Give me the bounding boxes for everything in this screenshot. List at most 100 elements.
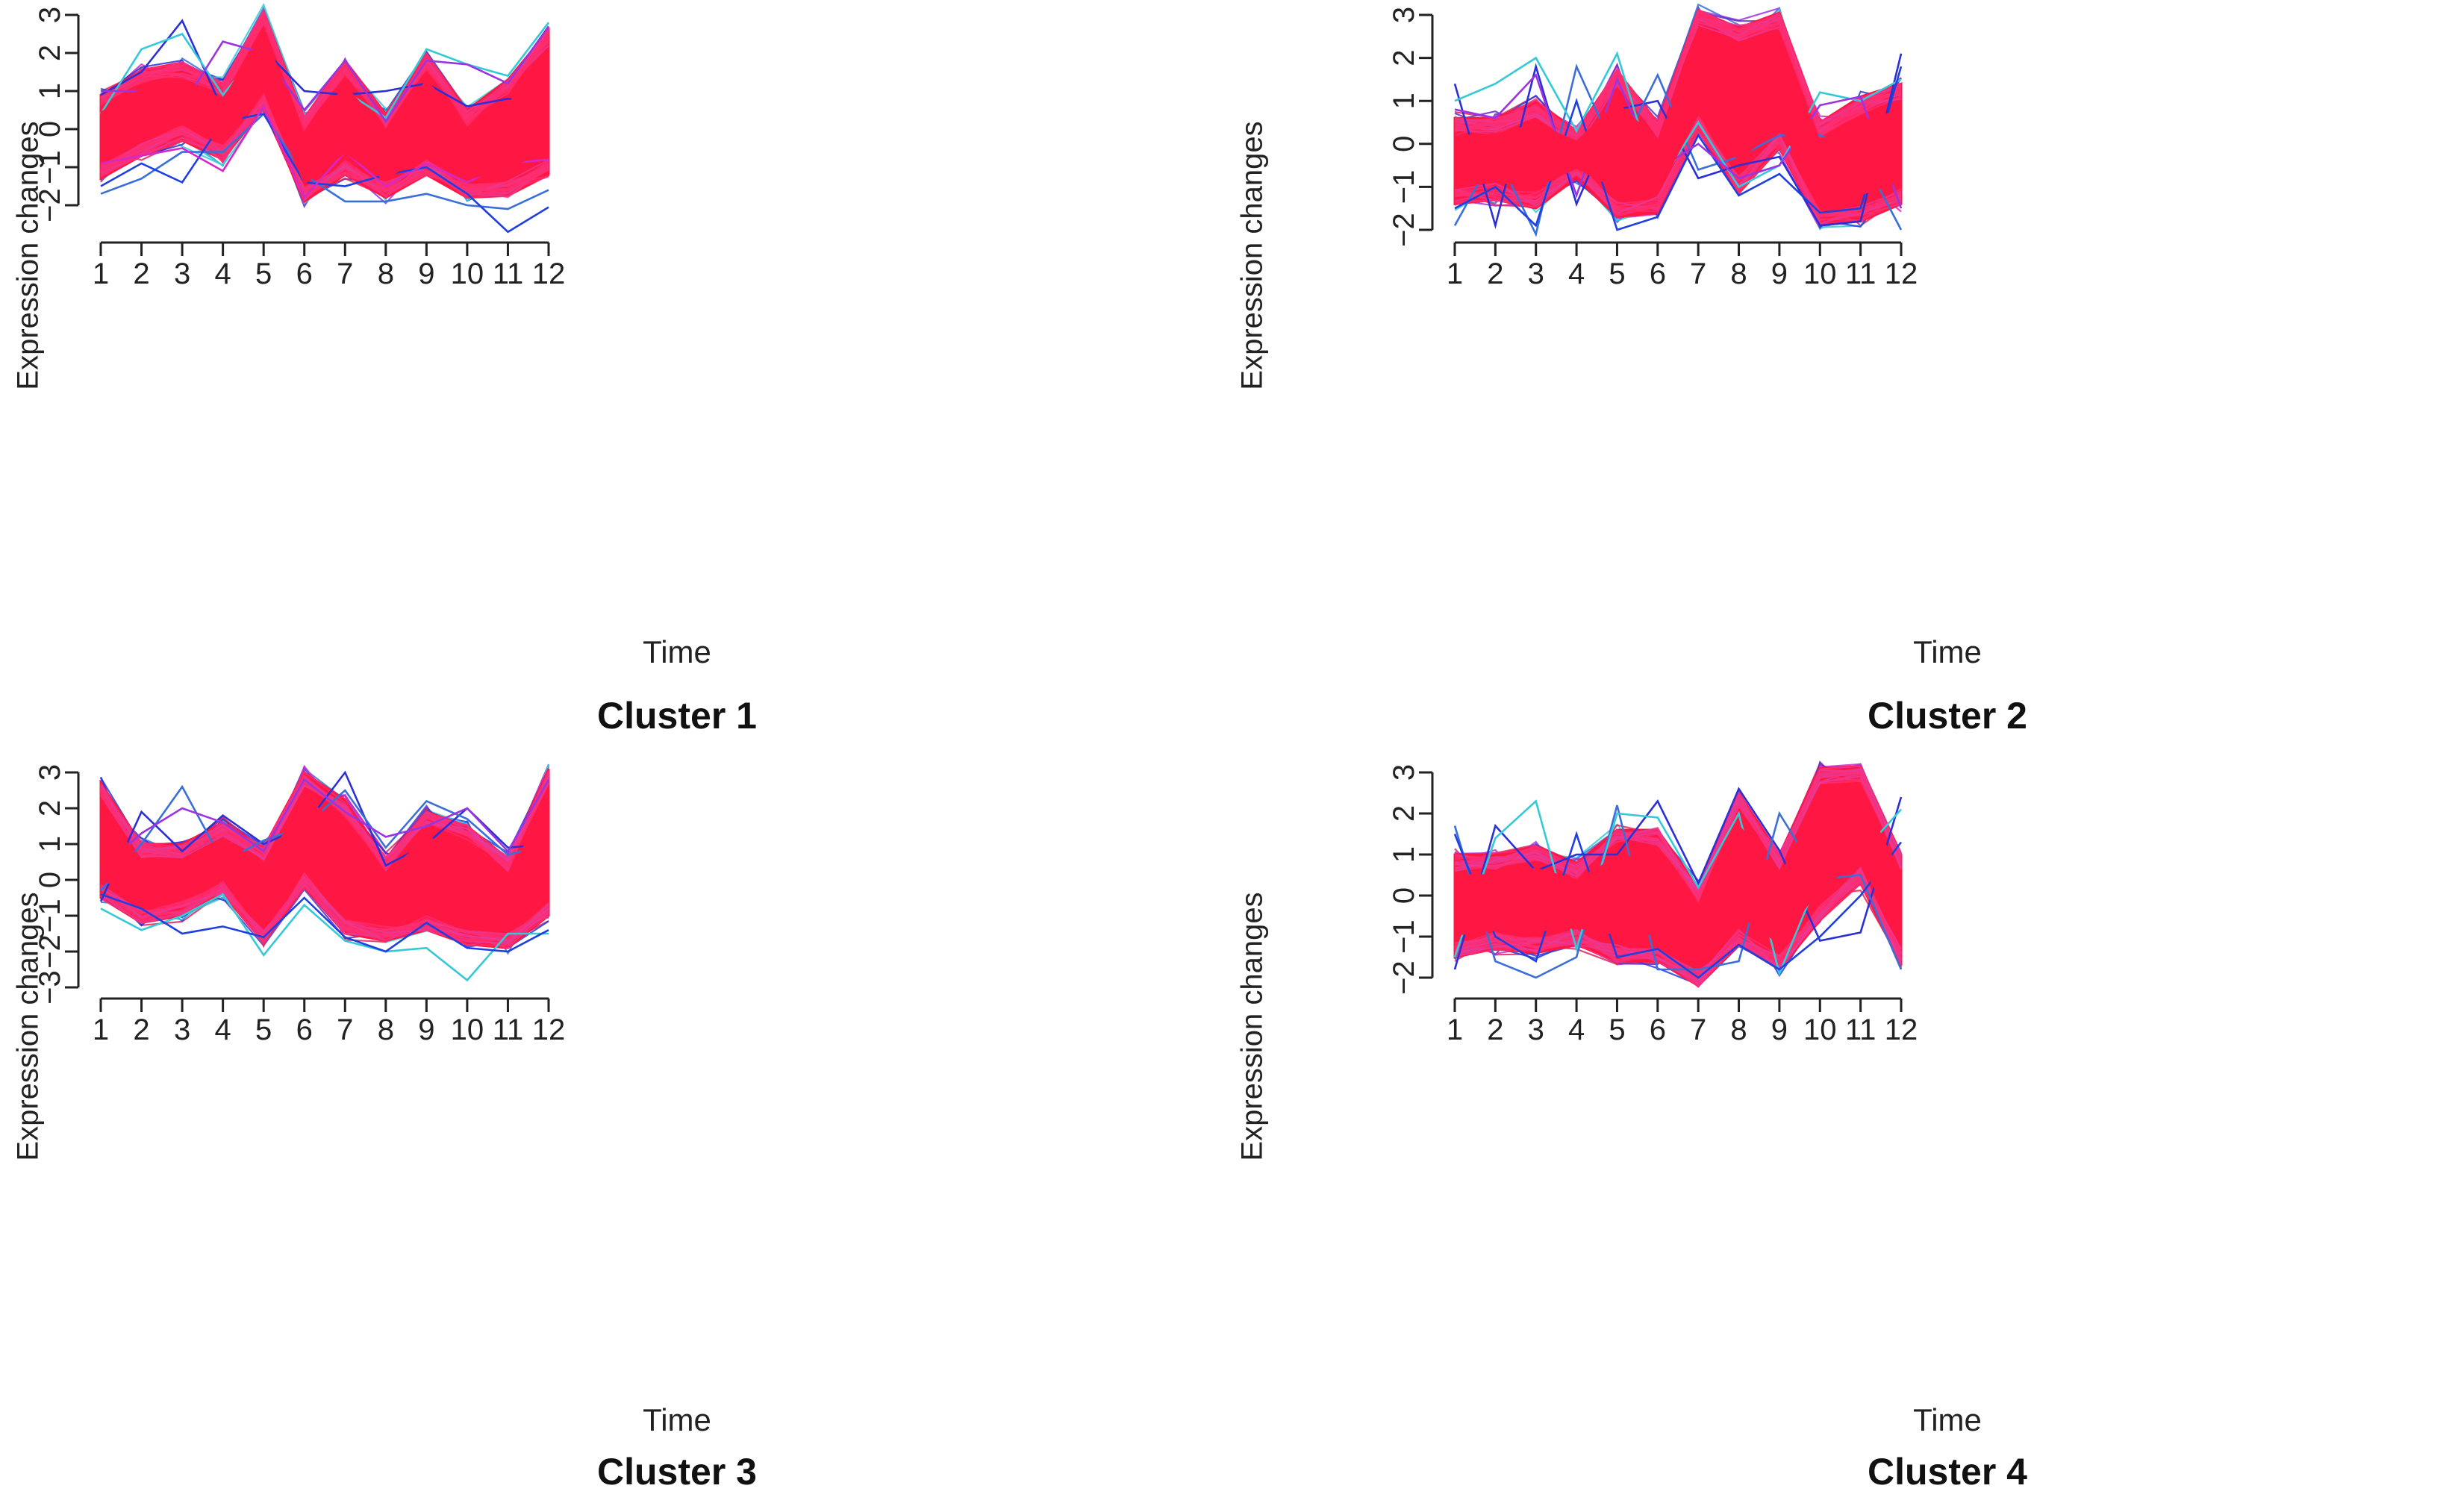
y-tick-label: 3 — [34, 764, 66, 781]
series-fringe-lines — [1454, 8, 1902, 225]
series-outlier-line — [100, 778, 550, 870]
x-tick-label: 6 — [1650, 257, 1666, 290]
x-tick-label: 10 — [451, 257, 484, 290]
chart-title-4: Cluster 4 — [1868, 1451, 2027, 1493]
series-outlier-line — [1453, 787, 1903, 970]
x-tick-label: 8 — [1730, 1013, 1747, 1046]
y-tick-label: −2 — [34, 934, 66, 969]
x-tick-label: 5 — [255, 1013, 272, 1046]
series-line — [1454, 117, 1902, 217]
x-axis-title-3: Time — [643, 1402, 711, 1437]
x-tick-label: 8 — [378, 1013, 394, 1046]
series-core-band — [101, 796, 549, 930]
x-tick-label: 2 — [133, 257, 149, 290]
x-tick-label: 2 — [133, 1013, 149, 1046]
x-tick-label: 10 — [1803, 1013, 1837, 1046]
y-tick-label: −1 — [34, 899, 66, 933]
x-tick-label: 12 — [1885, 257, 1918, 290]
x-tick-label: 9 — [1771, 257, 1788, 290]
series-line — [100, 12, 549, 129]
series-line — [100, 17, 549, 129]
x-tick-label: 1 — [1447, 257, 1463, 290]
x-tick-label: 8 — [378, 257, 394, 290]
chart-panel-4: −2 −1 0 1 2 3 1 2 3 4 5 6 7 8 9 10 11 12 Expression chang… — [1224, 756, 2448, 1512]
y-tick-label: −2 — [34, 188, 66, 222]
x-tick-label: 5 — [1609, 257, 1625, 290]
x-tick-label: 11 — [1845, 1013, 1876, 1046]
y-tick-label: −1 — [1388, 919, 1420, 954]
series-fringe-lines — [100, 8, 549, 202]
x-tick-label: 3 — [1528, 1013, 1544, 1046]
series-fringe-lines — [100, 770, 549, 949]
x-tick-label: 7 — [337, 257, 353, 290]
series-line — [100, 877, 549, 946]
x-tick-label: 4 — [1568, 1013, 1585, 1046]
x-axis-title-4: Time — [1913, 1402, 1982, 1437]
y-tick-label: 1 — [34, 83, 66, 99]
y-tick-label: 0 — [1388, 887, 1420, 904]
y-axis-title-2: Expression changes — [1235, 121, 1269, 390]
series-outlier-line — [100, 112, 549, 210]
series-line — [100, 775, 549, 867]
y-tick-label: 2 — [34, 45, 66, 61]
series-outlier-line — [100, 113, 549, 234]
series-outlier-line — [1453, 831, 1903, 979]
x-tick-label: 9 — [1771, 1013, 1788, 1046]
x-tick-label: 6 — [296, 257, 313, 290]
x-tick-label: 12 — [532, 257, 566, 290]
x-tick-label: 7 — [337, 1013, 353, 1046]
series-core-band — [1455, 791, 1901, 965]
y-tick-label: 1 — [1388, 846, 1420, 863]
y-tick-label: 3 — [34, 7, 66, 23]
y-tick-label: 3 — [1388, 764, 1420, 781]
chart-title-2: Cluster 2 — [1868, 695, 2027, 737]
series-outlier-line — [100, 893, 549, 982]
x-tick-label: 6 — [1650, 1013, 1666, 1046]
y-tick-label: 2 — [1388, 49, 1420, 66]
series-line — [1454, 118, 1902, 225]
y-tick-label: −2 — [1388, 960, 1420, 995]
chart-panel-3: −3 −2 −1 0 1 2 3 1 2 3 4 5 6 7 8 9 10 11 12 Expression cha… — [0, 756, 1224, 1512]
x-tick-label: 4 — [1568, 257, 1585, 290]
x-tick-label: 2 — [1487, 1013, 1503, 1046]
x-tick-label: 5 — [1609, 1013, 1625, 1046]
x-tick-label: 2 — [1487, 257, 1503, 290]
x-tick-label: 3 — [174, 257, 190, 290]
x-tick-label: 11 — [493, 257, 524, 290]
y-tick-label: 0 — [34, 872, 66, 888]
series-line — [1454, 14, 1902, 142]
x-axis-title-1: Time — [643, 634, 711, 669]
x-tick-label: 7 — [1690, 1013, 1706, 1046]
series-line — [100, 96, 549, 199]
y-tick-label: 3 — [1388, 7, 1420, 23]
y-tick-label: 2 — [1388, 805, 1420, 822]
x-tick-label: 9 — [418, 257, 434, 290]
chart-panel-2: −2 −1 0 1 2 3 1 2 3 4 5 6 7 8 9 10 11 12 Expression chang… — [1224, 0, 2448, 756]
series-line — [100, 22, 549, 130]
x-tick-label: 1 — [1447, 1013, 1463, 1046]
series-line — [1454, 771, 1902, 892]
y-tick-label: 0 — [34, 121, 66, 137]
x-tick-label: 3 — [1528, 257, 1544, 290]
series-outlier-line — [100, 19, 549, 113]
x-tick-label: 6 — [296, 1013, 313, 1046]
series-core-band — [101, 31, 549, 185]
y-tick-label: 0 — [1388, 136, 1420, 152]
series-line — [1454, 771, 1902, 902]
y-tick-label: −3 — [34, 970, 66, 1005]
x-tick-label: 11 — [1845, 257, 1876, 290]
series-outlier-line — [1454, 73, 1903, 209]
series-outlier-line — [100, 893, 549, 953]
x-tick-label: 10 — [1803, 257, 1837, 290]
x-tick-label: 5 — [255, 257, 272, 290]
series-line — [1454, 878, 1902, 980]
series-core-band — [1455, 43, 1901, 202]
x-tick-label: 3 — [174, 1013, 190, 1046]
chart-title-1: Cluster 1 — [597, 695, 757, 737]
x-tick-label: 1 — [93, 1013, 109, 1046]
series-line — [100, 879, 549, 942]
x-tick-label: 12 — [532, 1013, 566, 1046]
